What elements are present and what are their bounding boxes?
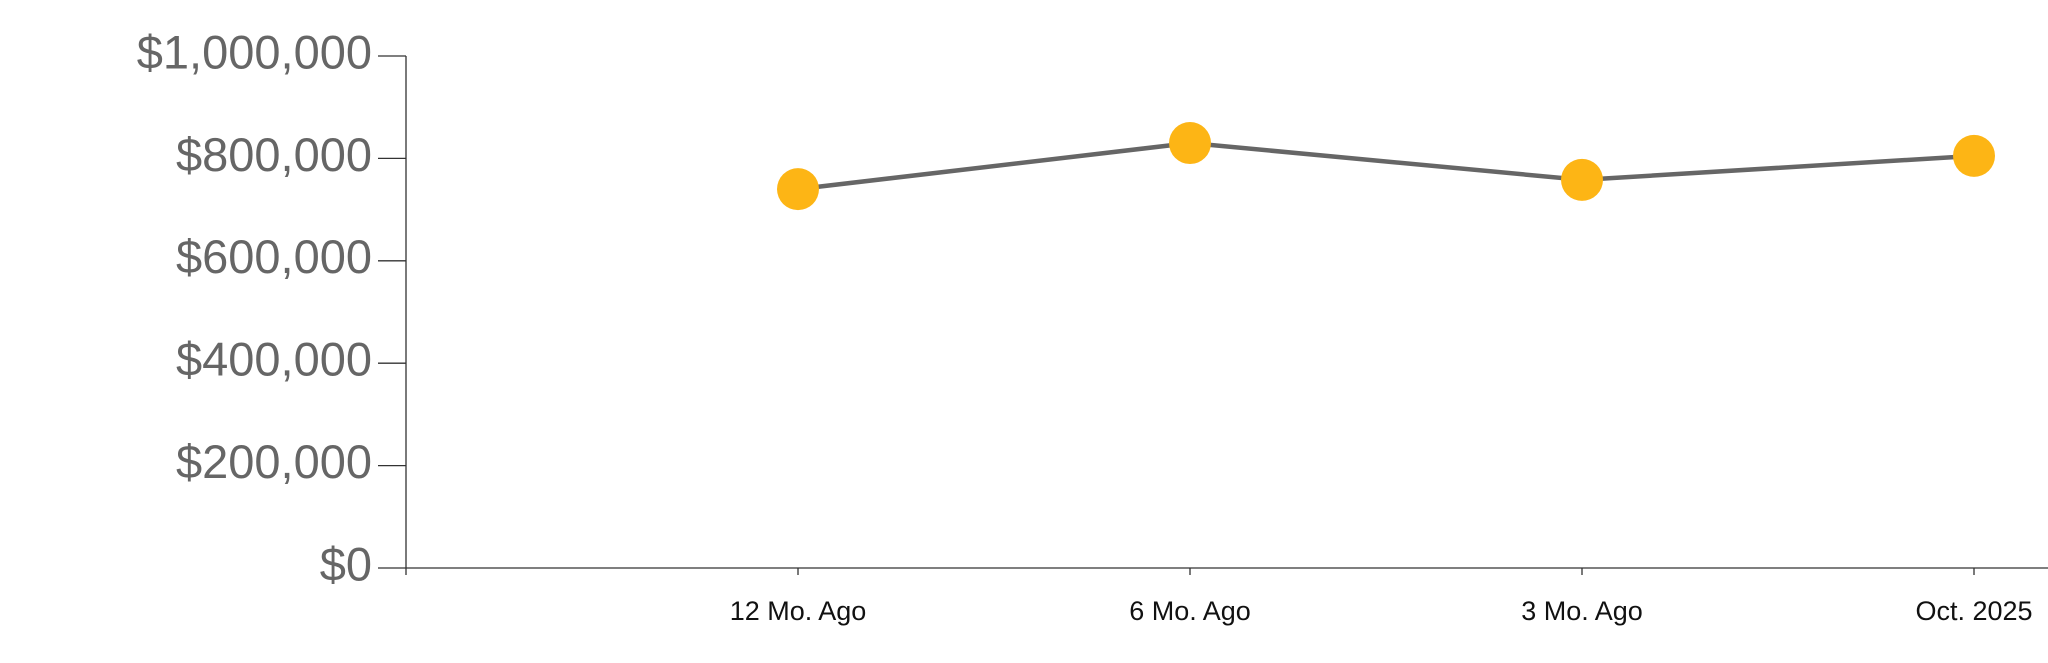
- x-tick-label: 12 Mo. Ago: [730, 596, 867, 626]
- y-tick-label: $800,000: [176, 128, 372, 181]
- x-tick-label: 6 Mo. Ago: [1129, 596, 1251, 626]
- x-tick-label: Oct. 2025: [1915, 596, 2032, 626]
- point: [1561, 158, 1603, 201]
- point: [1953, 134, 1995, 177]
- y-tick-label: $200,000: [176, 435, 372, 488]
- point: [777, 168, 819, 211]
- y-tick-label: $400,000: [176, 333, 372, 386]
- x-tick-label: 3 Mo. Ago: [1521, 596, 1643, 626]
- y-tick-label: $600,000: [176, 230, 372, 283]
- y-tick-label: $1,000,000: [137, 25, 372, 78]
- point: [1169, 122, 1211, 165]
- y-tick-label: $0: [320, 537, 372, 590]
- line: [797, 140, 1975, 192]
